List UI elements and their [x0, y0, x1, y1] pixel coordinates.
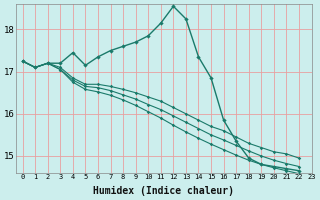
- X-axis label: Humidex (Indice chaleur): Humidex (Indice chaleur): [93, 186, 235, 196]
